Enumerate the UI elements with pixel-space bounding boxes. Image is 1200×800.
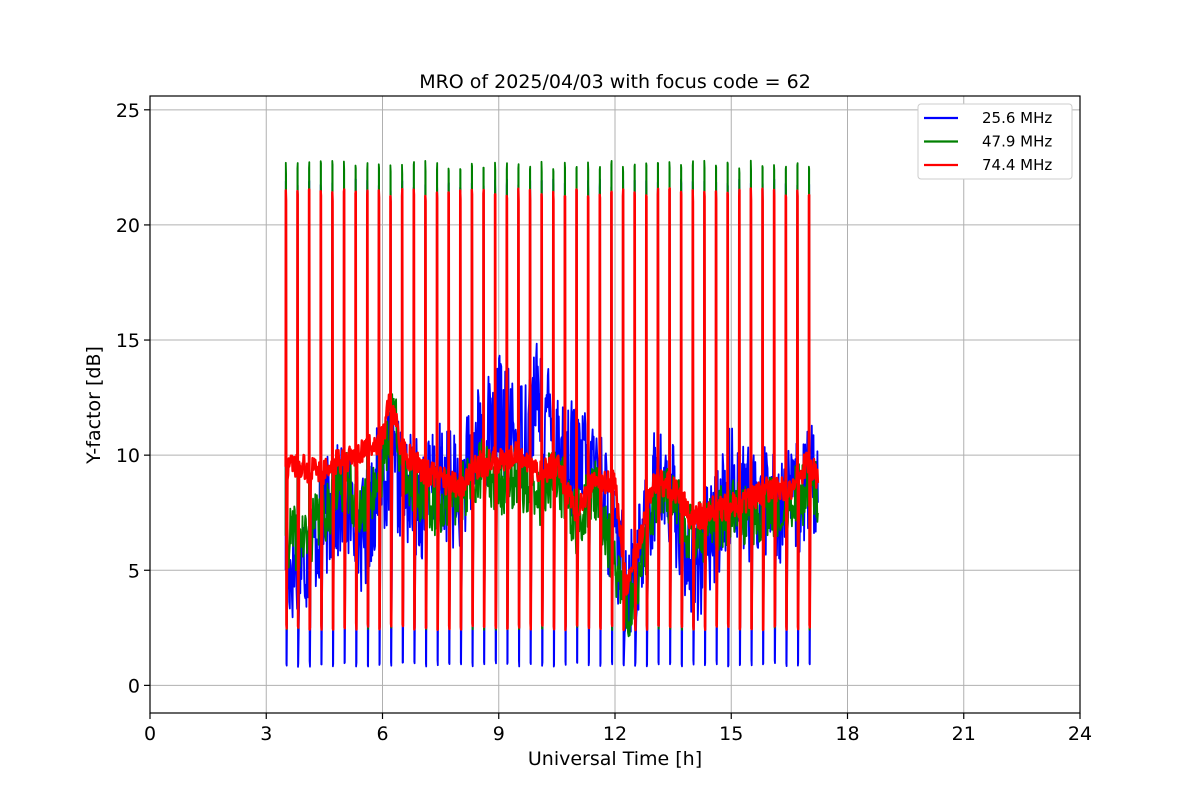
series-line-3 bbox=[284, 187, 820, 632]
legend-label: 47.9 MHz bbox=[982, 133, 1052, 151]
y-tick-label: 25 bbox=[116, 100, 140, 122]
x-tick-label: 0 bbox=[144, 723, 156, 745]
y-tick-label: 20 bbox=[116, 215, 140, 237]
legend-box bbox=[917, 103, 1073, 180]
x-tick-label: 6 bbox=[376, 723, 388, 745]
x-tick-label: 21 bbox=[952, 723, 976, 745]
x-axis-label: Universal Time [h] bbox=[528, 748, 702, 770]
y-tick-label: 15 bbox=[116, 330, 140, 352]
x-tick-label: 18 bbox=[835, 723, 859, 745]
y-axis-label: Y-factor [dB] bbox=[83, 346, 105, 465]
x-tick-label: 15 bbox=[719, 723, 743, 745]
legend-label: 74.4 MHz bbox=[982, 156, 1052, 174]
legend: 25.6 MHz 47.9 MHz 74.4 MHz bbox=[917, 103, 1073, 180]
chart-title: MRO of 2025/04/03 with focus code = 62 bbox=[419, 71, 811, 93]
x-tick-label: 12 bbox=[603, 723, 627, 745]
y-tick-label: 5 bbox=[128, 560, 140, 582]
x-tick-label: 24 bbox=[1068, 723, 1092, 745]
x-tick-label: 9 bbox=[493, 723, 505, 745]
y-tick-label: 10 bbox=[116, 445, 140, 467]
series-group bbox=[284, 159, 820, 668]
x-tick-label: 3 bbox=[260, 723, 272, 745]
legend-label: 25.6 MHz bbox=[982, 109, 1052, 127]
ticks: 0 3 6 9 12 15 18 21 24 0 5 10 15 20 25 bbox=[116, 100, 1092, 745]
legend-items: 25.6 MHz 47.9 MHz 74.4 MHz bbox=[924, 109, 1052, 174]
y-tick-label: 0 bbox=[128, 675, 140, 697]
